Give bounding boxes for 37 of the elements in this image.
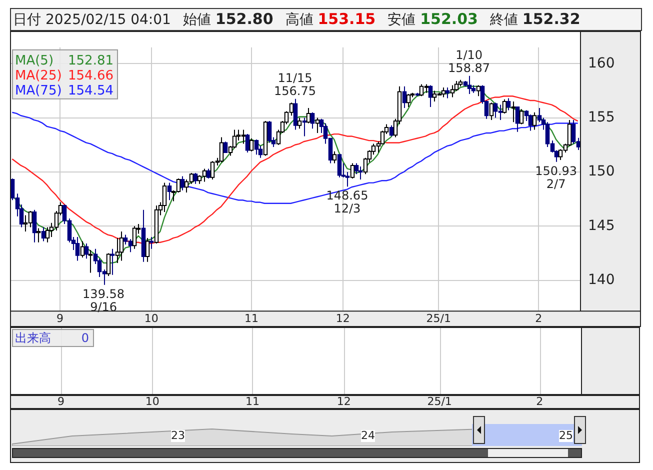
category-label: 2 xyxy=(536,395,544,408)
x-tick-label: 10 xyxy=(144,312,158,326)
text: 安値 152.03 xyxy=(388,10,478,28)
text: 出来高 0 xyxy=(15,331,89,345)
text: 始値 152.80 xyxy=(182,10,274,28)
annotation: 154.54 xyxy=(68,83,114,98)
annotation: 1/10 158.87 xyxy=(448,48,490,75)
text: 24 xyxy=(361,429,375,442)
x-tick-label: 25/1 xyxy=(426,312,451,326)
annotation: 154.66 xyxy=(68,68,114,84)
annotation: 148.65 12/3 xyxy=(326,188,368,216)
y-tick-label: 140 xyxy=(588,272,615,288)
category-label: 25/1 xyxy=(427,395,452,408)
text: 高値 153.15 xyxy=(285,10,376,28)
x-tick-label: 12 xyxy=(336,312,350,326)
text: MA(5) xyxy=(15,53,54,68)
text: 23 xyxy=(171,429,185,442)
text: 終値 152.32 xyxy=(490,10,580,28)
annotation: 139.58 9/16 xyxy=(82,286,125,314)
text: 25 xyxy=(559,429,573,442)
y-tick-label: 160 xyxy=(588,55,615,72)
x-tick-label: 2 xyxy=(535,312,542,326)
annotation: 150.93 2/7 xyxy=(535,164,578,191)
category-label: 9 xyxy=(58,395,65,408)
x-tick-label: 11 xyxy=(244,312,258,326)
category-label: 10 xyxy=(145,395,160,408)
annotation: 152.81 xyxy=(68,53,114,68)
category-label: 12 xyxy=(336,395,351,408)
series-label: MA(75) xyxy=(15,83,62,98)
y-tick-label: 145 xyxy=(588,218,615,234)
annotation: 11/15 156.75 xyxy=(274,70,316,98)
category-label: 11 xyxy=(245,395,260,408)
x-tick-label: 9 xyxy=(56,312,64,326)
text: MA(25) xyxy=(15,68,62,84)
chart-title: 日付 2025/02/15 04:01 xyxy=(13,12,171,28)
y-tick-label: 155 xyxy=(588,109,615,126)
y-tick-label: 150 xyxy=(588,164,615,180)
